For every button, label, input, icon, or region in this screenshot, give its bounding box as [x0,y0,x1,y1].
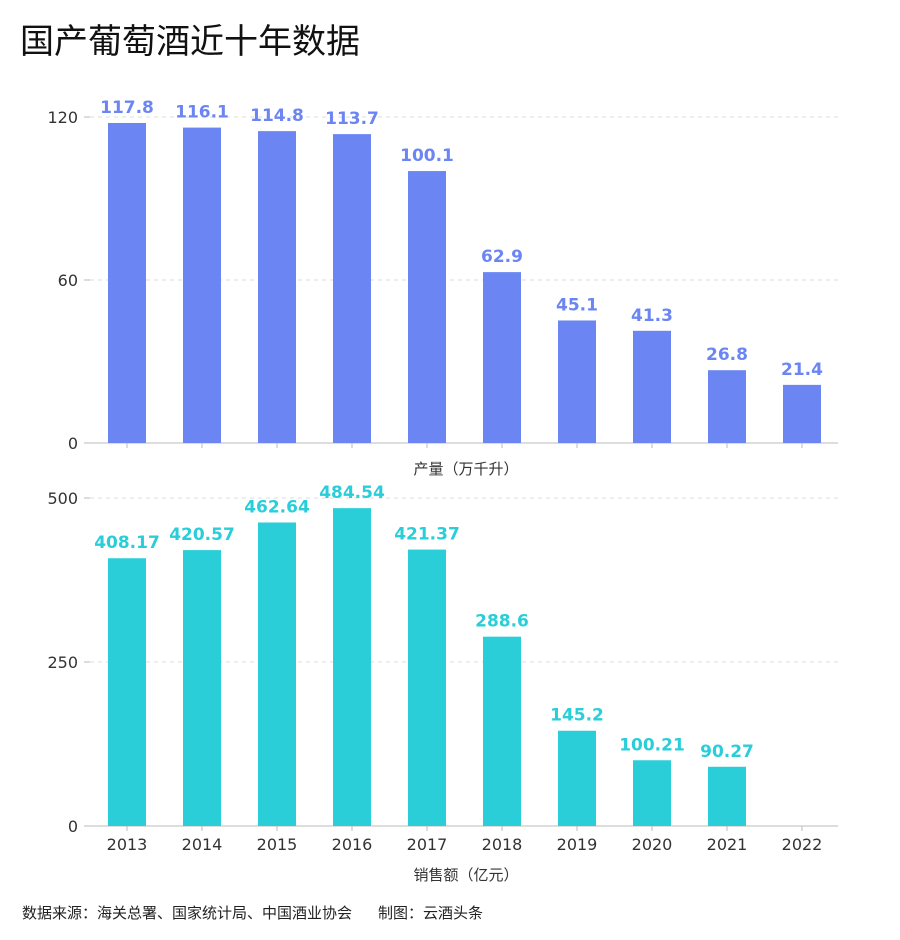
x-tick-label-2020: 2020 [632,835,673,854]
sales-bar-2014 [183,550,221,826]
production-y-tick-label: 60 [58,271,78,290]
production-bar-2013 [108,122,146,443]
x-tick-label-2021: 2021 [707,835,748,854]
sales-data-label-2017: 421.37 [394,525,460,545]
production-bar-2020 [633,330,671,443]
production-bar-2018 [483,272,521,443]
production-bar-2014 [183,127,221,443]
production-bar-2021 [708,370,746,443]
sales-bar-2016 [333,508,371,826]
sales-y-tick-label: 500 [47,489,78,508]
production-data-label-2019: 45.1 [556,295,598,315]
sales-bar-2013 [108,558,146,826]
sales-y-tick-label: 0 [68,817,78,836]
x-tick-label-2018: 2018 [482,835,523,854]
sales-data-label-2020: 100.21 [619,735,685,755]
production-bar-2022 [783,384,821,443]
sales-axis-title: 销售额（亿元） [413,866,518,884]
production-data-label-2016: 113.7 [325,109,379,129]
sales-data-label-2015: 462.64 [244,498,310,518]
source-note: 数据来源：海关总署、国家统计局、中国酒业协会 [22,904,353,922]
production-bar-2019 [558,320,596,443]
production-bar-2017 [408,171,446,444]
x-tick-label-2022: 2022 [782,835,823,854]
sales-bar-2015 [258,522,296,826]
production-data-label-2020: 41.3 [631,306,673,326]
sales-y-tick-label: 250 [47,653,78,672]
sales-data-label-2018: 288.6 [475,612,529,632]
x-tick-label-2017: 2017 [407,835,448,854]
sales-chart: 0 250 500 408.17 2013 420.57 2014 462.64 2015 484… [47,483,838,884]
sales-bar-2019 [558,730,596,826]
page-title: 国产葡萄酒近十年数据 [20,22,360,62]
x-tick-label-2016: 2016 [332,835,373,854]
sales-bar-2017 [408,549,446,826]
x-tick-label-2014: 2014 [182,835,223,854]
sales-bar-2021 [708,766,746,826]
production-data-label-2018: 62.9 [481,247,523,267]
sales-data-label-2016: 484.54 [319,483,385,503]
footer: 数据来源：海关总署、国家统计局、中国酒业协会 制图：云酒头条 [22,902,483,923]
production-data-label-2017: 100.1 [400,146,454,166]
sales-data-label-2019: 145.2 [550,706,604,726]
production-y-tick-label: 0 [68,434,78,453]
sales-data-label-2014: 420.57 [169,525,235,545]
sales-data-label-2013: 408.17 [94,533,160,553]
production-chart: 0 60 120 117.8 116.1 114.8 113.7 100.1 62.9 45.1 4… [47,98,838,478]
charts-canvas: 0 60 120 117.8 116.1 114.8 113.7 100.1 62.9 45.1 4… [47,98,838,884]
x-tick-label-2013: 2013 [107,835,148,854]
credit-note: 制图：云酒头条 [378,904,484,922]
x-tick-label-2015: 2015 [257,835,298,854]
sales-bar-2020 [633,760,671,826]
sales-data-label-2021: 90.27 [700,742,754,762]
production-data-label-2021: 26.8 [706,345,748,365]
production-y-tick-label: 120 [47,108,78,127]
sales-bar-2018 [483,636,521,826]
production-data-label-2022: 21.4 [781,360,823,380]
x-tick-label-2019: 2019 [557,835,598,854]
production-bar-2015 [258,131,296,444]
production-bar-2016 [333,134,371,444]
production-data-label-2014: 116.1 [175,103,229,123]
production-axis-title: 产量（万千升） [413,460,518,478]
production-data-label-2013: 117.8 [100,98,154,118]
production-data-label-2015: 114.8 [250,106,304,126]
